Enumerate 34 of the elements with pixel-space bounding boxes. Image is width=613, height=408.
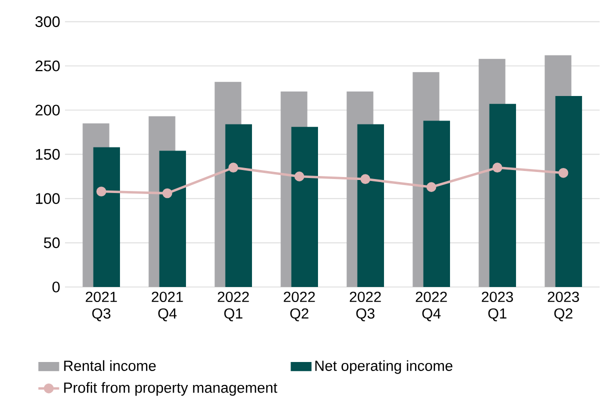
x-tick-label: 2021 Q3 [86,292,117,322]
point [492,162,502,173]
y-tick-label: 50 [44,237,60,248]
legend-label: Net operating income [315,360,452,374]
x-tick-label: 2021 Q4 [152,292,183,322]
x-tick-label: 2022 Q3 [350,292,381,322]
legend-label: Rental income [64,360,156,371]
y-tick-label: 200 [36,104,60,116]
y-tick-label: 150 [36,148,60,160]
y-tick-label: 100 [36,193,60,204]
point [162,188,172,198]
bar [489,104,516,288]
bar [555,96,582,288]
legend-label: Profit from property management [64,382,278,396]
x-tick-label: 2023 Q2 [548,292,579,322]
x-tick-label: 2022 Q1 [218,292,249,322]
x-tick-label: 2023 Q1 [482,292,513,322]
y-tick-label: 300 [35,16,60,28]
bar [291,126,318,288]
point [558,168,568,178]
bar [93,147,120,288]
y-tick-label: 0 [52,282,60,292]
point [96,186,106,196]
x-tick-label: 2022 Q4 [416,292,447,322]
point [228,162,238,173]
point [360,174,370,184]
bar [423,120,450,288]
y-tick-label: 250 [36,60,60,72]
point [426,182,436,192]
bar [225,124,252,288]
point [294,172,304,182]
x-tick-label: 2022 Q2 [284,292,315,322]
bar [357,124,384,288]
bar [159,150,186,288]
